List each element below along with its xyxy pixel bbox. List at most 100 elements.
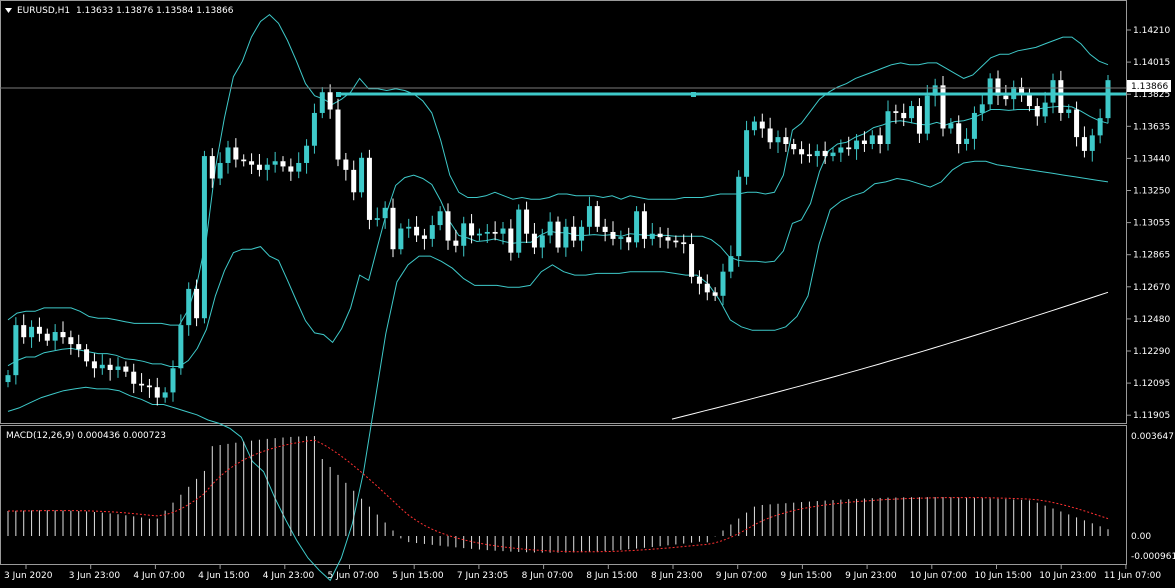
candle-body xyxy=(186,288,192,326)
candle xyxy=(1066,104,1072,119)
triangle-down-icon[interactable] xyxy=(5,8,12,13)
candle-body xyxy=(343,159,349,170)
candle xyxy=(107,358,113,381)
line-handle-left[interactable] xyxy=(336,92,341,97)
candle-body xyxy=(579,226,585,241)
candle-body xyxy=(60,332,66,338)
symbol-header: EURUSD,H1 1.13633 1.13876 1.13584 1.1386… xyxy=(5,6,234,16)
candle-body xyxy=(618,237,624,239)
candle-body xyxy=(217,162,223,179)
candle xyxy=(304,139,310,174)
candle xyxy=(68,330,74,355)
candle-body xyxy=(123,366,129,372)
candle-body xyxy=(681,242,687,245)
candle xyxy=(791,138,797,155)
candle-body xyxy=(657,233,663,238)
candle-body xyxy=(453,240,459,246)
candle-body xyxy=(335,109,341,160)
candle-body xyxy=(99,364,105,369)
candle xyxy=(641,203,647,249)
candle xyxy=(681,234,687,254)
time-tick-label: 5 Jun 07:00 xyxy=(328,571,380,581)
candle xyxy=(673,235,679,248)
candle xyxy=(99,354,105,375)
candle-body xyxy=(508,228,514,253)
candle xyxy=(854,133,860,160)
candle xyxy=(586,196,592,235)
candle-body xyxy=(696,276,702,284)
candle-body xyxy=(272,161,278,165)
candle-body xyxy=(162,392,168,398)
candle-body xyxy=(421,235,427,239)
time-tick-label: 5 Jun 15:00 xyxy=(392,571,444,581)
candle-body xyxy=(68,337,74,345)
candle-body xyxy=(476,233,482,236)
candle xyxy=(665,227,671,249)
time-tick-label: 9 Jun 23:00 xyxy=(845,571,897,581)
line-handle-middle[interactable] xyxy=(691,92,696,97)
candle-body xyxy=(539,235,545,248)
macd-panel-frame xyxy=(0,425,1127,565)
moving-average xyxy=(671,291,1109,420)
candle xyxy=(571,216,577,248)
candle xyxy=(885,100,891,151)
current-price-tag: 1.13866 xyxy=(1127,80,1171,92)
horizontal-line[interactable] xyxy=(0,87,1126,97)
candle-body xyxy=(264,164,270,170)
candle xyxy=(634,206,640,248)
candle xyxy=(657,227,663,248)
candle-body xyxy=(916,106,922,134)
candle xyxy=(201,150,207,324)
candle xyxy=(744,120,750,185)
candle xyxy=(280,156,286,172)
candle-body xyxy=(280,161,286,167)
candle xyxy=(759,113,765,138)
candle-body xyxy=(720,271,726,296)
candle xyxy=(123,361,129,377)
macd-tick-label: 0.00 xyxy=(1131,532,1151,542)
candle-body xyxy=(492,231,498,234)
candle xyxy=(539,228,545,259)
candle-body xyxy=(44,333,50,341)
candle xyxy=(783,127,789,152)
candle xyxy=(91,353,97,378)
candle-body xyxy=(649,233,655,239)
candle xyxy=(445,203,451,250)
candle xyxy=(901,103,907,127)
candle-body xyxy=(673,240,679,243)
candle xyxy=(893,104,899,124)
candle-body xyxy=(1042,102,1048,117)
candle xyxy=(84,344,90,367)
candle-body xyxy=(877,135,883,144)
candle xyxy=(272,151,278,173)
bollinger-upper xyxy=(7,13,1109,326)
candle-body xyxy=(767,128,773,143)
candle xyxy=(736,170,742,267)
candle xyxy=(712,287,718,301)
price-tick-label: 1.12865 xyxy=(1133,251,1170,261)
candle-body xyxy=(469,223,475,236)
candle-body xyxy=(964,138,970,144)
candle xyxy=(335,98,341,167)
candle xyxy=(44,328,50,346)
time-tick-label: 8 Jun 23:00 xyxy=(651,571,703,581)
time-tick-label: 7 Jun 23:05 xyxy=(457,571,508,581)
time-tick-label: 4 Jun 07:00 xyxy=(133,571,185,581)
price-tick-label: 1.12095 xyxy=(1133,379,1170,389)
candle-body xyxy=(665,237,671,241)
candle-body xyxy=(783,137,789,144)
candle-body xyxy=(209,156,215,179)
candle-body xyxy=(634,211,640,243)
price-axis[interactable]: 1.14210 1.14015 1.13825 1.13635 1.13440 1.132… xyxy=(1126,26,1170,421)
candle-body xyxy=(956,123,962,144)
candle-body xyxy=(170,368,176,393)
macd-axis: 0.003647 0.00 -0.000961 xyxy=(1131,432,1175,562)
candle-body xyxy=(201,156,207,319)
candle-body xyxy=(531,233,537,248)
price-tick-label: 1.12670 xyxy=(1133,283,1170,293)
time-axis[interactable]: 3 Jun 2020 3 Jun 23:00 4 Jun 07:00 4 Jun 15… xyxy=(4,565,1161,581)
signal-path xyxy=(8,439,1109,553)
candle-body xyxy=(139,383,145,386)
